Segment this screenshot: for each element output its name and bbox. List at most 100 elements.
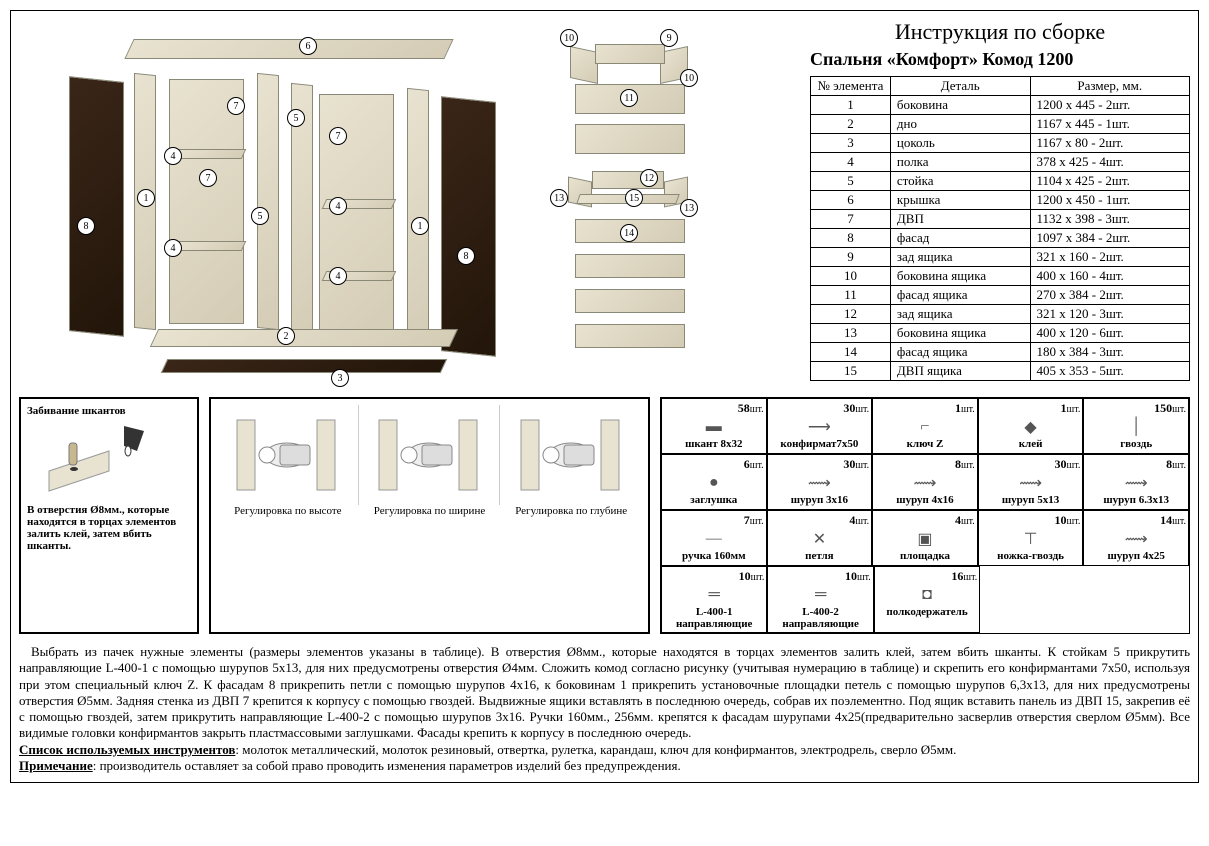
instruction-paragraph: Выбрать из пачек нужные элементы (размер… — [19, 644, 1190, 742]
callout-15: 15 — [625, 189, 643, 207]
page-title: Инструкция по сборке — [810, 19, 1190, 45]
cell-name: фасад ящика — [890, 286, 1030, 305]
dowel-title: Забивание шкантов — [27, 405, 191, 417]
callout-6: 6 — [299, 37, 317, 55]
hardware-qty: 1шт. — [981, 401, 1081, 416]
hardware-label: площадка — [875, 550, 975, 562]
hardware-cell: 4шт.✕петля — [767, 510, 873, 566]
callout-4: 4 — [164, 147, 182, 165]
hardware-cell: 10шт.⊤ножка-гвоздь — [978, 510, 1084, 566]
cell-size: 321 х 160 - 2шт. — [1030, 248, 1189, 267]
hardware-cell: 16шт.◘полкодержатель — [874, 566, 980, 633]
cell-size: 1200 х 445 - 2шт. — [1030, 96, 1189, 115]
hardware-qty: 4шт. — [770, 513, 870, 528]
callout-4: 4 — [164, 239, 182, 257]
tools-line: Список используемых инструментов: молото… — [19, 742, 1190, 758]
header-and-table: Инструкция по сборке Спальня «Комфорт» К… — [810, 19, 1190, 389]
hardware-qty: 150шт. — [1086, 401, 1186, 416]
cell-num: 4 — [811, 153, 891, 172]
table-row: 15ДВП ящика405 х 353 - 5шт. — [811, 362, 1190, 381]
cell-name: фасад — [890, 229, 1030, 248]
hardware-qty: 10шт. — [664, 569, 764, 584]
hinge-icon — [217, 405, 359, 505]
callout-8: 8 — [77, 217, 95, 235]
cell-name: крышка — [890, 191, 1030, 210]
cell-num: 5 — [811, 172, 891, 191]
hardware-cell: 8шт.⟿шуруп 6.3x13 — [1083, 454, 1189, 510]
hardware-label: L-400-2 направляющие — [770, 606, 870, 630]
mid-section: Забивание шкантов В отверстия Ø8мм., кот… — [19, 397, 1190, 634]
table-row: 8фасад1097 х 384 - 2шт. — [811, 229, 1190, 248]
hardware-qty: 30шт. — [770, 457, 870, 472]
table-row: 9зад ящика321 х 160 - 2шт. — [811, 248, 1190, 267]
note-line: Примечание: производитель оставляет за с… — [19, 758, 1190, 774]
instruction-text: Выбрать из пачек нужные элементы (размер… — [19, 644, 1190, 774]
cell-size: 1097 х 384 - 2шт. — [1030, 229, 1189, 248]
callout-9: 9 — [660, 29, 678, 47]
drawer-exploded-diagram: 10910111312131514 — [530, 19, 800, 389]
cell-num: 11 — [811, 286, 891, 305]
callout-4: 4 — [329, 197, 347, 215]
hardware-label: шуруп 4x25 — [1086, 550, 1186, 562]
hardware-cell: 6шт.●заглушка — [661, 454, 767, 510]
hardware-icon: ⟿ — [1086, 528, 1186, 550]
hardware-cell: 14шт.⟿шуруп 4x25 — [1083, 510, 1189, 566]
parts-table-header-row: № элемента Деталь Размер, мм. — [811, 77, 1190, 96]
table-row: 14фасад ящика180 х 384 - 3шт. — [811, 343, 1190, 362]
callout-7: 7 — [329, 127, 347, 145]
hardware-icon: │ — [1086, 416, 1186, 438]
hardware-icon: — — [664, 528, 764, 550]
hardware-cell: 1шт.⌐ключ Z — [872, 398, 978, 454]
hardware-label: полкодержатель — [877, 606, 977, 618]
hinge-label: Регулировка по глубине — [500, 505, 642, 517]
cell-name: боковина ящика — [890, 324, 1030, 343]
dowel-text: В отверстия Ø8мм., которые находятся в т… — [27, 504, 191, 552]
cell-size: 1132 х 398 - 3шт. — [1030, 210, 1189, 229]
cell-size: 1167 х 80 - 2шт. — [1030, 134, 1189, 153]
hardware-label: ключ Z — [875, 438, 975, 450]
hardware-row: 7шт.—ручка 160мм4шт.✕петля4шт.▣площадка1… — [661, 510, 1189, 566]
callout-4: 4 — [329, 267, 347, 285]
hardware-qty: 1шт. — [875, 401, 975, 416]
hardware-icon: ⟿ — [770, 472, 870, 494]
cell-num: 2 — [811, 115, 891, 134]
cell-num: 10 — [811, 267, 891, 286]
table-row: 13боковина ящика400 х 120 - 6шт. — [811, 324, 1190, 343]
dowel-instruction-box: Забивание шкантов В отверстия Ø8мм., кот… — [19, 397, 199, 634]
diagram-area: 6777444411558823 10910111312131514 — [19, 19, 800, 389]
col-detail: Деталь — [890, 77, 1030, 96]
callout-8: 8 — [457, 247, 475, 265]
cell-num: 9 — [811, 248, 891, 267]
hardware-icon: ⟿ — [981, 472, 1081, 494]
hardware-qty: 10шт. — [981, 513, 1081, 528]
cell-name: боковина — [890, 96, 1030, 115]
hardware-qty: 14шт. — [1086, 513, 1186, 528]
hardware-cell: 10шт.═L-400-2 направляющие — [767, 566, 873, 633]
parts-table: № элемента Деталь Размер, мм. 1боковина1… — [810, 76, 1190, 381]
hardware-grid: 58шт.▬шкант 8x3230шт.⟶конфирмат7x501шт.⌐… — [660, 397, 1190, 634]
hardware-label: шуруп 3x16 — [770, 494, 870, 506]
hardware-icon: ⟿ — [1086, 472, 1186, 494]
hardware-icon: ═ — [664, 584, 764, 606]
hardware-label: гвоздь — [1086, 438, 1186, 450]
hardware-icon: ✕ — [770, 528, 870, 550]
callout-5: 5 — [287, 109, 305, 127]
hardware-cell: 7шт.—ручка 160мм — [661, 510, 767, 566]
hardware-icon: ● — [664, 472, 764, 494]
hinge-icon — [359, 405, 501, 505]
table-row: 6крышка1200 х 450 - 1шт. — [811, 191, 1190, 210]
cell-name: цоколь — [890, 134, 1030, 153]
hardware-row: 58шт.▬шкант 8x3230шт.⟶конфирмат7x501шт.⌐… — [661, 398, 1189, 454]
hardware-icon: ▣ — [875, 528, 975, 550]
hardware-qty: 30шт. — [770, 401, 870, 416]
cell-size: 378 х 425 - 4шт. — [1030, 153, 1189, 172]
page-subtitle: Спальня «Комфорт» Комод 1200 — [810, 49, 1190, 70]
hardware-qty: 7шт. — [664, 513, 764, 528]
cell-name: полка — [890, 153, 1030, 172]
hardware-icon: ⌐ — [875, 416, 975, 438]
callout-3: 3 — [331, 369, 349, 387]
callout-10: 10 — [680, 69, 698, 87]
hardware-qty: 16шт. — [877, 569, 977, 584]
col-size: Размер, мм. — [1030, 77, 1189, 96]
hardware-icon: ◘ — [877, 584, 977, 606]
